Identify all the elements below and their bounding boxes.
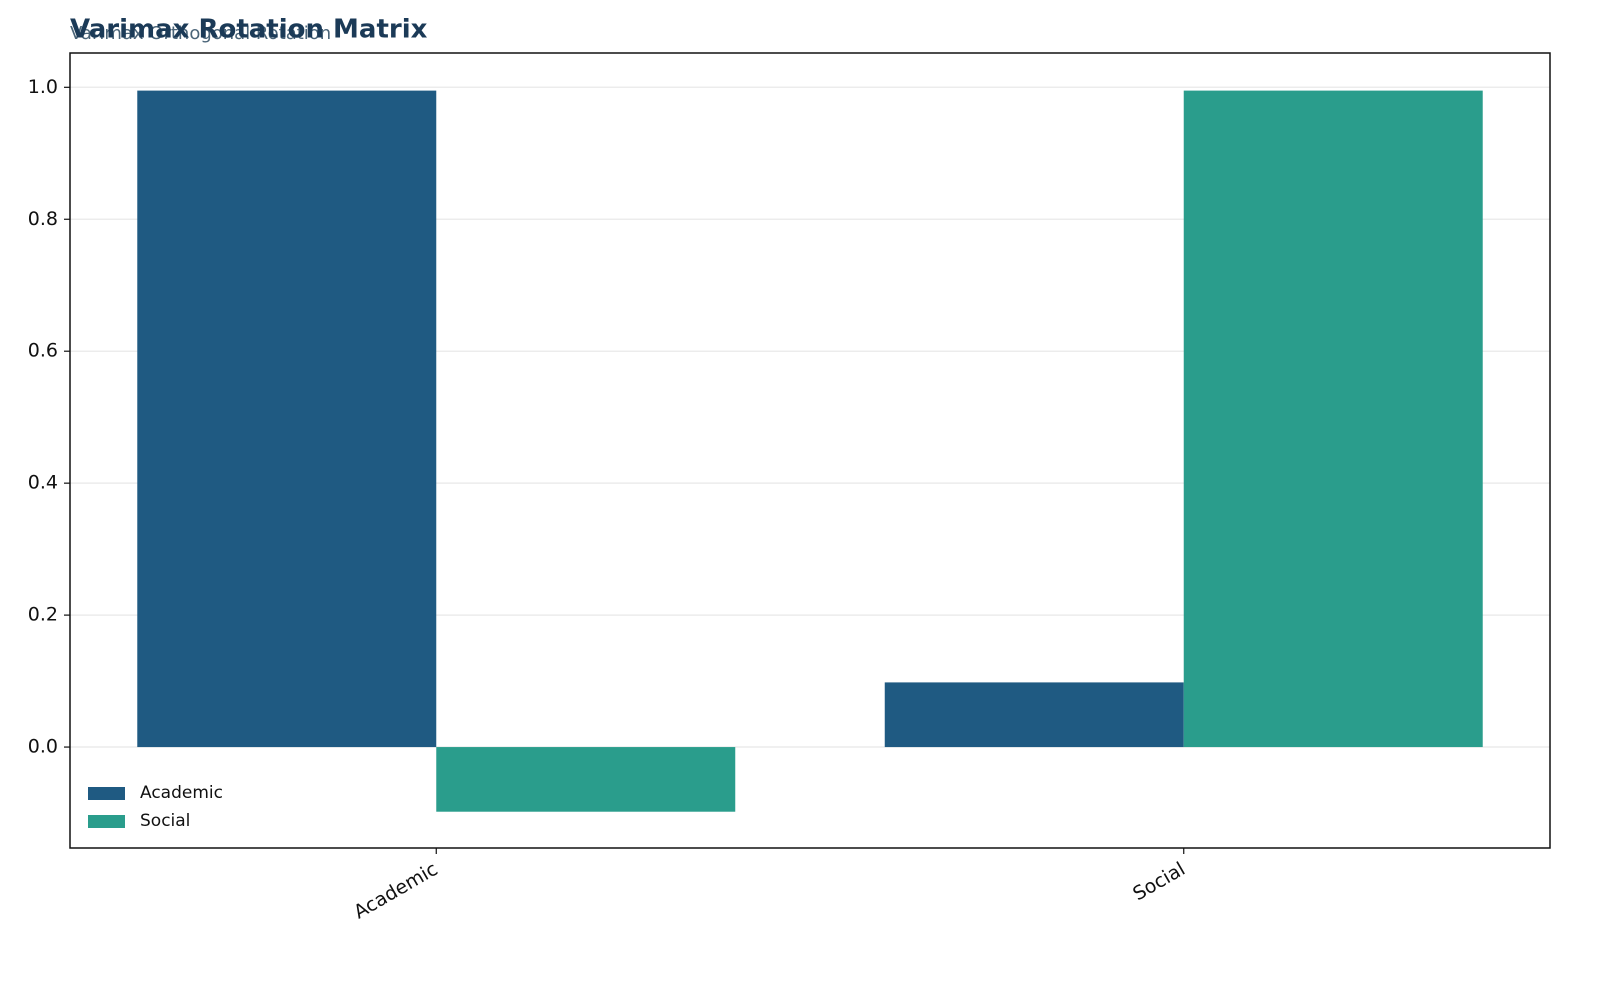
y-tick-label: 0.8 <box>28 208 58 230</box>
y-tick-label: 0.0 <box>28 736 58 758</box>
legend-swatch <box>88 787 125 800</box>
y-tick-label: 0.4 <box>28 472 58 494</box>
bar <box>436 747 736 812</box>
bar <box>884 682 1184 748</box>
y-tick-label: 0.2 <box>28 604 58 626</box>
chart-subtitle: Varimax Orthogonal Rotation <box>70 23 331 44</box>
chart-title: Varimax Rotation Matrix <box>70 15 428 45</box>
y-tick-label: 1.0 <box>28 76 58 98</box>
x-tick-label: Academic <box>350 858 441 923</box>
legend-label: Academic <box>140 783 223 803</box>
bar <box>137 90 437 748</box>
bar <box>1183 90 1483 748</box>
y-tick-label: 0.6 <box>28 340 58 362</box>
legend-label: Social <box>140 811 190 831</box>
plot-frame <box>69 52 1551 849</box>
x-tick-label: Social <box>1129 858 1189 905</box>
legend-swatch <box>88 815 125 828</box>
